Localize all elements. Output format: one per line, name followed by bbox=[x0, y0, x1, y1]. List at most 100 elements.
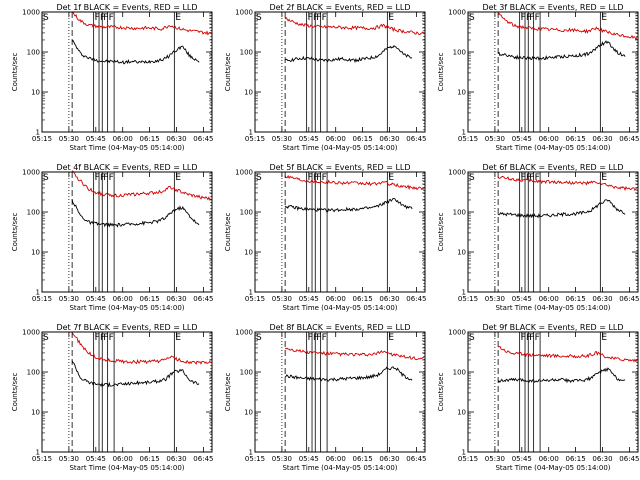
x-tick-label: 06:00 bbox=[113, 135, 133, 143]
x-tick-label: 05:15 bbox=[245, 135, 265, 143]
lld-series-line bbox=[497, 175, 638, 191]
x-tick-label: 05:30 bbox=[485, 135, 505, 143]
chart-panel-8: Det 8f BLACK = Events, RED = LLD 1 10 100 10… bbox=[224, 323, 426, 472]
x-tick-label: 06:15 bbox=[353, 455, 373, 463]
marker-label-f: F bbox=[529, 13, 534, 23]
chart-title: Det 4f BLACK = Events, RED = LLD bbox=[56, 163, 197, 172]
events-series-line bbox=[71, 199, 200, 228]
y-tick-label: 100 bbox=[453, 369, 466, 377]
marker-label-f: F bbox=[526, 173, 531, 183]
events-series-line bbox=[71, 360, 200, 388]
y-tick-label: 10 bbox=[457, 409, 466, 417]
lld-series-line bbox=[72, 11, 212, 36]
x-tick-label: 06:30 bbox=[379, 455, 399, 463]
marker-label-e: E bbox=[388, 173, 394, 183]
x-tick-label: 05:30 bbox=[272, 295, 292, 303]
plot-frame bbox=[467, 331, 639, 453]
chart-title: Det 1f BLACK = Events, RED = LLD bbox=[56, 3, 197, 12]
y-axis-label: Counts/sec bbox=[11, 373, 19, 412]
marker-label-f: F bbox=[521, 333, 526, 343]
x-tick-label: 06:15 bbox=[566, 295, 586, 303]
x-tick-label: 06:15 bbox=[140, 455, 160, 463]
x-tick-label: 05:45 bbox=[86, 295, 106, 303]
x-tick-label: 06:00 bbox=[539, 455, 559, 463]
x-tick-label: 05:45 bbox=[299, 295, 319, 303]
x-tick-label: 05:30 bbox=[59, 135, 79, 143]
x-tick-label: 06:00 bbox=[326, 455, 346, 463]
marker-label-f: F bbox=[535, 173, 540, 183]
y-tick-label: 100 bbox=[27, 209, 40, 217]
chart-title: Det 6f BLACK = Events, RED = LLD bbox=[482, 163, 623, 172]
x-axis-label: Start Time (04-May-05 05:14:00) bbox=[69, 464, 184, 472]
x-tick-label: 06:30 bbox=[166, 455, 186, 463]
x-tick-label: 06:00 bbox=[326, 135, 346, 143]
x-axis-label: Start Time (04-May-05 05:14:00) bbox=[495, 144, 610, 152]
x-tick-label: 06:45 bbox=[193, 135, 213, 143]
marker-label-f: F bbox=[103, 173, 108, 183]
x-tick-label: 05:15 bbox=[32, 135, 52, 143]
y-tick-label: 10 bbox=[31, 249, 40, 257]
y-tick-label: 10 bbox=[31, 409, 40, 417]
marker-label-s: S bbox=[43, 173, 49, 183]
x-tick-label: 05:30 bbox=[272, 135, 292, 143]
plot-frame bbox=[254, 11, 426, 133]
events-series-line bbox=[497, 40, 626, 61]
y-tick-label: 1 bbox=[36, 449, 40, 457]
x-axis-label: Start Time (04-May-05 05:14:00) bbox=[282, 464, 397, 472]
marker-label-f: F bbox=[308, 173, 313, 183]
x-tick-label: 05:30 bbox=[485, 455, 505, 463]
y-tick-label: 1000 bbox=[448, 9, 466, 17]
x-tick-label: 05:15 bbox=[245, 455, 265, 463]
y-axis-label: Counts/sec bbox=[11, 53, 19, 92]
marker-label-s: S bbox=[469, 13, 475, 23]
x-tick-label: 06:30 bbox=[592, 295, 612, 303]
x-tick-label: 06:15 bbox=[566, 455, 586, 463]
marker-label-f: F bbox=[322, 333, 327, 343]
x-tick-label: 06:15 bbox=[566, 135, 586, 143]
marker-label-e: E bbox=[601, 13, 607, 23]
x-tick-label: 06:45 bbox=[619, 135, 639, 143]
chart-panel-9: Det 9f BLACK = Events, RED = LLD 1 10 100 10… bbox=[437, 323, 639, 472]
plot-frame bbox=[467, 171, 639, 293]
marker-label-f: F bbox=[109, 333, 114, 343]
y-tick-label: 100 bbox=[240, 369, 253, 377]
y-axis-label: Counts/sec bbox=[437, 373, 445, 412]
events-series-line bbox=[285, 44, 413, 63]
x-tick-label: 06:30 bbox=[379, 295, 399, 303]
marker-label-f: F bbox=[322, 173, 327, 183]
chart-title: Det 5f BLACK = Events, RED = LLD bbox=[269, 163, 410, 172]
marker-label-f: F bbox=[100, 333, 105, 343]
x-tick-label: 05:30 bbox=[272, 455, 292, 463]
marker-label-s: S bbox=[43, 333, 49, 343]
y-tick-label: 100 bbox=[240, 49, 253, 57]
marker-label-e: E bbox=[175, 173, 181, 183]
y-axis-label: Counts/sec bbox=[11, 213, 19, 252]
marker-label-f: F bbox=[95, 333, 100, 343]
y-tick-label: 10 bbox=[31, 89, 40, 97]
x-tick-label: 06:45 bbox=[619, 455, 639, 463]
lld-series-line bbox=[284, 174, 425, 191]
marker-label-s: S bbox=[43, 13, 49, 23]
y-tick-label: 1000 bbox=[22, 9, 40, 17]
events-series-line bbox=[284, 366, 413, 382]
marker-label-f: F bbox=[316, 173, 321, 183]
x-tick-label: 06:45 bbox=[406, 135, 426, 143]
marker-label-f: F bbox=[313, 173, 318, 183]
chart-title: Det 3f BLACK = Events, RED = LLD bbox=[482, 3, 623, 12]
x-tick-label: 06:45 bbox=[193, 455, 213, 463]
chart-title: Det 9f BLACK = Events, RED = LLD bbox=[482, 323, 623, 332]
chart-title: Det 2f BLACK = Events, RED = LLD bbox=[269, 3, 410, 12]
y-tick-label: 1 bbox=[462, 449, 466, 457]
x-tick-label: 06:45 bbox=[193, 295, 213, 303]
events-series-line bbox=[71, 39, 200, 65]
x-tick-label: 05:45 bbox=[299, 135, 319, 143]
marker-label-f: F bbox=[308, 333, 313, 343]
chart-panel-7: Det 7f BLACK = Events, RED = LLD 1 10 100 10… bbox=[11, 323, 213, 472]
marker-label-f: F bbox=[100, 173, 105, 183]
marker-label-f: F bbox=[529, 333, 534, 343]
marker-label-f: F bbox=[100, 13, 105, 23]
plot-frame bbox=[254, 331, 426, 453]
chart-panel-2: Det 2f BLACK = Events, RED = LLD 1 10 100 10… bbox=[224, 3, 426, 152]
y-tick-label: 1 bbox=[249, 449, 253, 457]
